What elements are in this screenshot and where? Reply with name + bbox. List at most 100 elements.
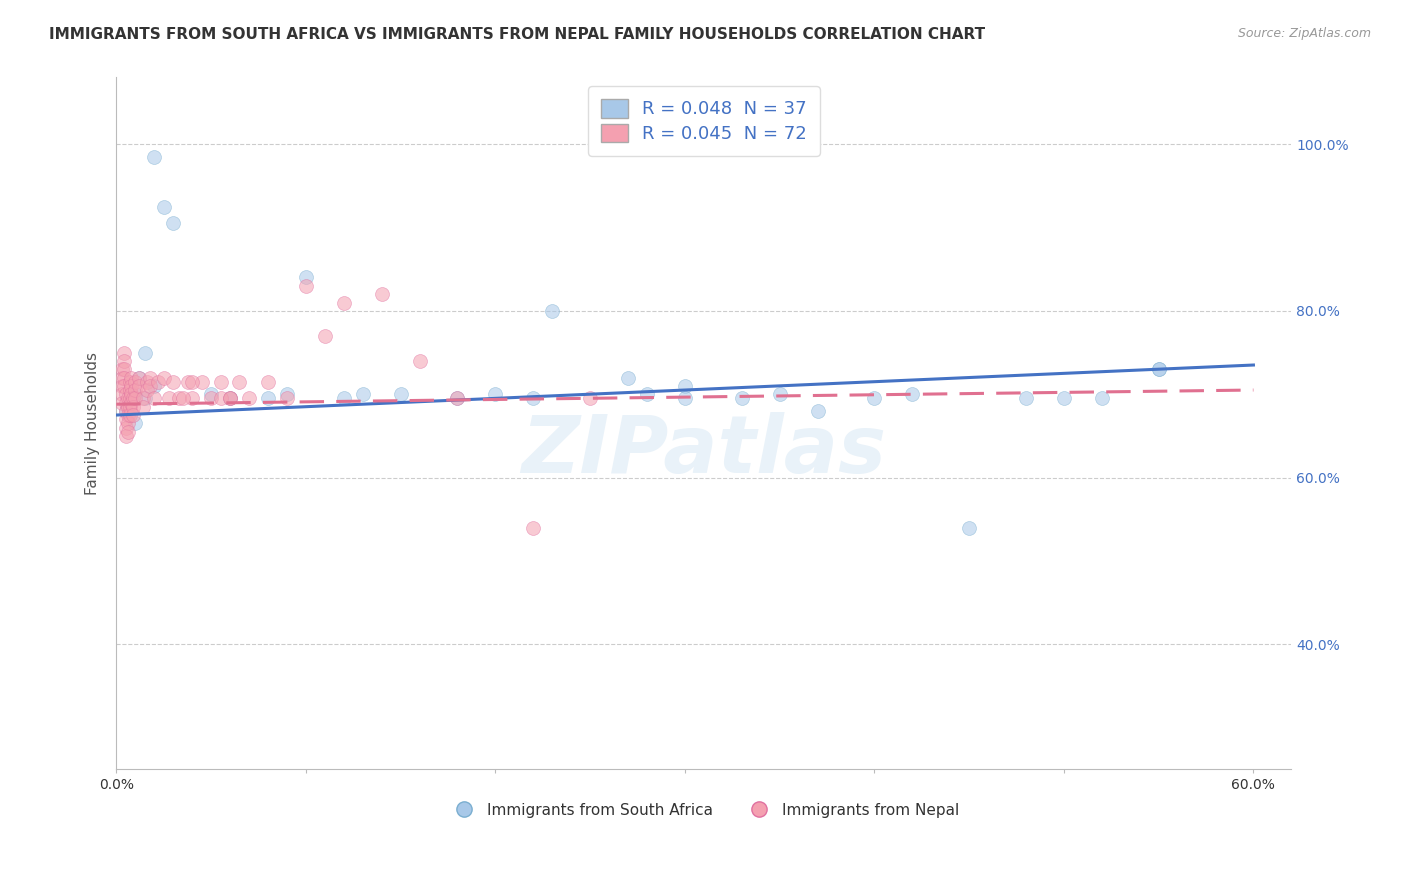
- Point: [314, 329, 336, 343]
- Point: [219, 392, 242, 406]
- Point: [114, 404, 136, 418]
- Point: [120, 387, 142, 401]
- Y-axis label: Family Households: Family Households: [86, 351, 100, 495]
- Point: [112, 379, 135, 393]
- Point: [114, 412, 136, 426]
- Text: IMMIGRANTS FROM SOUTH AFRICA VS IMMIGRANTS FROM NEPAL FAMILY HOUSEHOLDS CORRELAT: IMMIGRANTS FROM SOUTH AFRICA VS IMMIGRAN…: [49, 27, 986, 42]
- Point: [128, 370, 150, 384]
- Point: [114, 387, 136, 401]
- Point: [579, 392, 602, 406]
- Point: [111, 362, 134, 376]
- Point: [636, 387, 658, 401]
- Point: [146, 375, 169, 389]
- Point: [143, 379, 166, 393]
- Point: [120, 379, 142, 393]
- Point: [111, 379, 134, 393]
- Point: [257, 375, 280, 389]
- Point: [172, 392, 194, 406]
- Point: [209, 392, 232, 406]
- Point: [118, 383, 141, 397]
- Point: [117, 408, 139, 422]
- Point: [276, 387, 298, 401]
- Point: [124, 392, 146, 406]
- Point: [294, 270, 316, 285]
- Point: [370, 287, 392, 301]
- Point: [132, 392, 155, 406]
- Point: [118, 408, 141, 422]
- Point: [120, 395, 142, 409]
- Point: [617, 370, 640, 384]
- Point: [117, 392, 139, 406]
- Point: [181, 375, 204, 389]
- Point: [408, 354, 430, 368]
- Point: [114, 404, 136, 418]
- Point: [152, 370, 174, 384]
- Point: [143, 392, 166, 406]
- Point: [541, 303, 564, 318]
- Point: [1147, 362, 1170, 376]
- Point: [1147, 362, 1170, 376]
- Point: [143, 150, 166, 164]
- Point: [522, 520, 544, 534]
- Point: [484, 387, 506, 401]
- Point: [128, 370, 150, 384]
- Point: [162, 216, 184, 230]
- Point: [139, 370, 162, 384]
- Point: [957, 520, 980, 534]
- Point: [446, 392, 468, 406]
- Point: [257, 392, 280, 406]
- Point: [162, 375, 184, 389]
- Point: [200, 392, 222, 406]
- Point: [124, 417, 146, 431]
- Point: [332, 392, 354, 406]
- Point: [118, 375, 141, 389]
- Point: [228, 375, 250, 389]
- Point: [124, 375, 146, 389]
- Point: [863, 392, 886, 406]
- Point: [118, 392, 141, 406]
- Point: [112, 345, 135, 359]
- Point: [111, 387, 134, 401]
- Point: [114, 395, 136, 409]
- Point: [389, 387, 412, 401]
- Text: Source: ZipAtlas.com: Source: ZipAtlas.com: [1237, 27, 1371, 40]
- Point: [219, 392, 242, 406]
- Point: [167, 392, 190, 406]
- Point: [122, 408, 145, 422]
- Point: [157, 392, 180, 406]
- Point: [122, 400, 145, 414]
- Point: [446, 392, 468, 406]
- Point: [124, 387, 146, 401]
- Legend: Immigrants from South Africa, Immigrants from Nepal: Immigrants from South Africa, Immigrants…: [443, 797, 965, 824]
- Point: [352, 387, 374, 401]
- Point: [135, 375, 157, 389]
- Point: [134, 392, 156, 406]
- Point: [276, 392, 298, 406]
- Point: [731, 392, 754, 406]
- Point: [135, 383, 157, 397]
- Point: [673, 379, 696, 393]
- Point: [139, 379, 162, 393]
- Point: [768, 387, 790, 401]
- Point: [806, 404, 828, 418]
- Point: [117, 400, 139, 414]
- Point: [132, 400, 155, 414]
- Point: [190, 375, 212, 389]
- Point: [124, 383, 146, 397]
- Text: ZIPatlas: ZIPatlas: [522, 412, 886, 490]
- Point: [134, 345, 156, 359]
- Point: [114, 429, 136, 443]
- Point: [112, 362, 135, 376]
- Point: [118, 400, 141, 414]
- Point: [1015, 392, 1038, 406]
- Point: [901, 387, 924, 401]
- Point: [673, 392, 696, 406]
- Point: [209, 375, 232, 389]
- Point: [200, 387, 222, 401]
- Point: [120, 370, 142, 384]
- Point: [181, 392, 204, 406]
- Point: [152, 200, 174, 214]
- Point: [1091, 392, 1114, 406]
- Point: [522, 392, 544, 406]
- Point: [111, 370, 134, 384]
